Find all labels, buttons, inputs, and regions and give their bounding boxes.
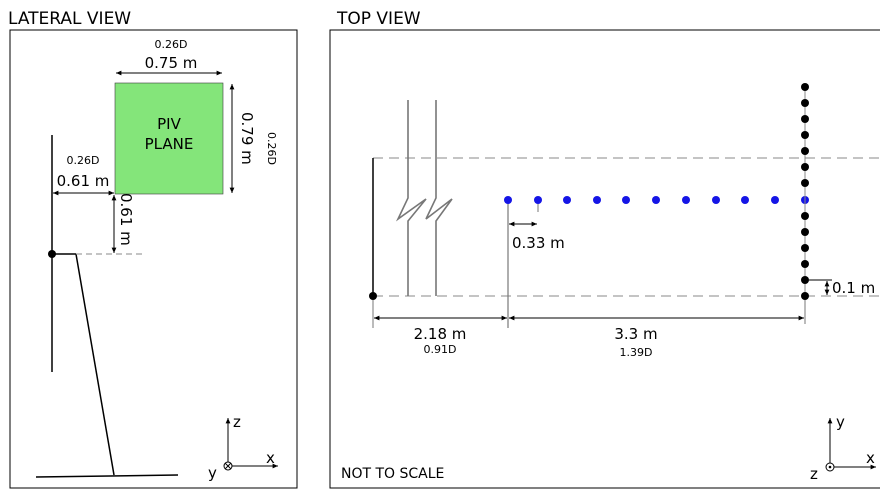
- piv-height-m-label: 0.79 m: [238, 112, 256, 165]
- black-probe-point: [801, 83, 809, 91]
- black-probe-point: [801, 163, 809, 171]
- mast-sensor-point: [48, 250, 56, 258]
- dist2-d-label: 1.39D: [620, 346, 653, 359]
- lateral-y-label: y: [208, 464, 217, 482]
- top-view-panel: TOP VIEW: [329, 9, 880, 489]
- right-spacing-label: 0.1 m: [832, 279, 875, 297]
- black-probe-point: [801, 260, 809, 268]
- lateral-view-frame: [9, 29, 298, 489]
- black-probe-point: [801, 131, 809, 139]
- not-to-scale-note: NOT TO SCALE: [341, 466, 444, 482]
- spacing-label: 0.33 m: [512, 234, 565, 252]
- piv-plane: [114, 82, 224, 195]
- blue-probe-point: [622, 196, 630, 204]
- dist1-m-label: 2.18 m: [414, 325, 467, 343]
- break-line-left: [395, 100, 427, 296]
- piv-plane-label-line2: PLANE: [145, 135, 194, 153]
- lateral-y-cross-b: [224, 462, 232, 470]
- blue-probe-point: [652, 196, 660, 204]
- piv-width-d-label: 0.26D: [155, 38, 188, 51]
- black-probe-point: [801, 292, 809, 300]
- lateral-view-panel: LATERAL VIEW PIV PLANE 0.26D 0.75 m 0.79…: [8, 9, 298, 489]
- black-probe-point: [801, 276, 809, 284]
- offset-z-m-label: 0.61 m: [117, 193, 135, 246]
- ground-line: [35, 474, 179, 478]
- lateral-x-label: x: [266, 449, 275, 467]
- top-view-frame: [329, 29, 880, 489]
- black-probe-point: [801, 212, 809, 220]
- top-x-label: x: [866, 449, 875, 467]
- black-probe-point: [801, 115, 809, 123]
- black-probe-point: [801, 99, 809, 107]
- top-mast-point: [369, 292, 377, 300]
- blue-probe-point: [771, 196, 779, 204]
- black-probe-column: [801, 83, 809, 300]
- blue-probe-point: [504, 196, 512, 204]
- mast-brace: [75, 253, 115, 476]
- dist2-m-label: 3.3 m: [614, 325, 657, 343]
- top-axis-triad: y z x: [810, 413, 876, 483]
- dist1-d-label: 0.91D: [424, 343, 457, 356]
- blue-probe-point: [712, 196, 720, 204]
- piv-width-m-label: 0.75 m: [145, 54, 198, 72]
- top-y-label: y: [836, 413, 845, 431]
- break-line-right: [425, 100, 453, 296]
- lateral-axis-triad: z y x: [208, 413, 278, 482]
- blue-probe-point: [741, 196, 749, 204]
- blue-probe-point: [593, 196, 601, 204]
- lateral-view-title: LATERAL VIEW: [8, 9, 131, 29]
- blue-probe-point: [682, 196, 690, 204]
- top-z-dot: [828, 465, 832, 469]
- piv-height-d-label: 0.26D: [265, 132, 278, 165]
- offset-x-m-label: 0.61 m: [57, 172, 110, 190]
- top-z-label: z: [810, 465, 818, 483]
- piv-plane-label-line1: PIV: [157, 115, 181, 133]
- black-probe-point: [801, 228, 809, 236]
- top-view-title: TOP VIEW: [336, 9, 421, 29]
- blue-probe-point: [563, 196, 571, 204]
- black-probe-point: [801, 147, 809, 155]
- black-probe-point: [801, 244, 809, 252]
- blue-probe-row: [504, 196, 809, 204]
- lateral-z-label: z: [233, 413, 241, 431]
- blue-probe-point: [534, 196, 542, 204]
- black-probe-point: [801, 179, 809, 187]
- offset-x-d-label: 0.26D: [67, 154, 100, 167]
